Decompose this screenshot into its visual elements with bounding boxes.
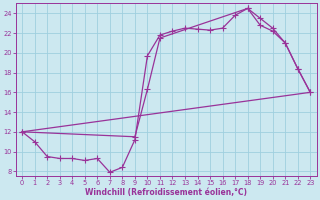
X-axis label: Windchill (Refroidissement éolien,°C): Windchill (Refroidissement éolien,°C) — [85, 188, 247, 197]
